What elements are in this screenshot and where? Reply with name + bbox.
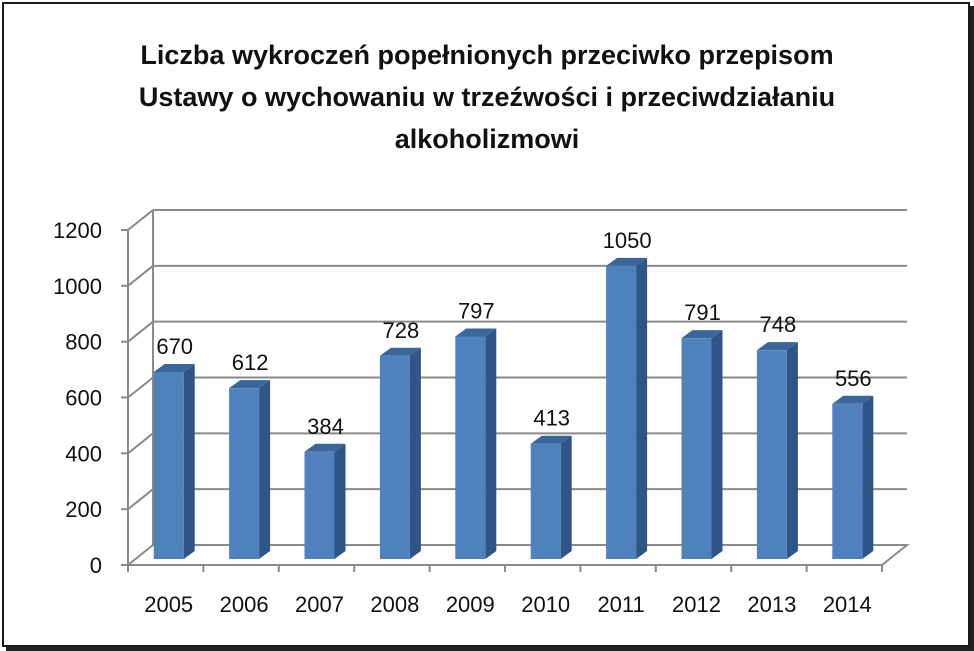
bar-side	[334, 443, 346, 559]
gridline-diagonal	[127, 320, 154, 343]
x-tick-label: 2011	[597, 592, 644, 617]
y-tick-label: 0	[90, 553, 102, 578]
bar	[530, 443, 561, 559]
data-label: 556	[835, 366, 872, 391]
bar-side	[862, 395, 874, 559]
x-tick-label: 2007	[295, 592, 344, 617]
data-label: 791	[684, 300, 721, 325]
data-label: 728	[383, 318, 420, 343]
y-tick-label: 800	[65, 330, 102, 355]
gridline-diagonal	[127, 432, 154, 455]
bar-side	[259, 380, 271, 559]
y-tick-label: 1200	[53, 218, 102, 243]
bar-top	[832, 395, 874, 404]
bar	[304, 451, 335, 559]
x-tick-label: 2005	[144, 592, 193, 617]
chart-title-line-2: Ustawy o wychowaniu w trzeźwości i przec…	[138, 82, 836, 112]
y-tick-label: 400	[65, 441, 102, 466]
bar-side	[786, 342, 798, 559]
chart-title-line-1: Liczba wykroczeń popełnionych przeciwko …	[140, 40, 834, 70]
bar-top	[304, 443, 346, 452]
bar	[756, 350, 787, 559]
bar-side	[711, 330, 723, 559]
bar-top	[379, 347, 421, 356]
x-tick-label: 2006	[220, 592, 269, 617]
bar-top	[455, 328, 497, 337]
data-label: 612	[232, 350, 269, 375]
bar-top	[229, 380, 271, 389]
bar	[153, 371, 184, 559]
data-label: 413	[533, 406, 570, 431]
data-label: 748	[760, 312, 797, 337]
x-tick-label: 2009	[446, 592, 495, 617]
bar-side	[636, 257, 648, 559]
bar-top	[530, 435, 572, 444]
bar	[379, 355, 410, 559]
chart-title: Liczba wykroczeń popełnionych przeciwko …	[0, 34, 974, 160]
bar-top	[681, 330, 723, 339]
bar	[229, 388, 260, 559]
bar	[455, 336, 486, 559]
data-label: 670	[156, 334, 193, 359]
gridline-diagonal	[127, 376, 154, 399]
gridline-diagonal	[127, 488, 154, 510]
bar	[606, 265, 637, 559]
bar-top	[153, 363, 195, 372]
data-label: 1050	[603, 228, 652, 253]
data-label: 384	[307, 414, 344, 439]
gridline-diagonal	[127, 265, 154, 287]
x-tick-label: 2010	[521, 592, 570, 617]
bar-side	[183, 363, 195, 559]
x-tick-label: 2014	[823, 592, 872, 617]
data-label: 797	[458, 299, 495, 324]
bar-side	[409, 347, 421, 559]
bar-top	[606, 257, 648, 266]
bar-side	[560, 435, 572, 559]
y-tick-label: 200	[65, 497, 102, 522]
chart-title-line-3: alkoholizmowi	[394, 124, 580, 154]
x-tick-label: 2012	[672, 592, 721, 617]
x-tick-label: 2008	[370, 592, 419, 617]
gridline-diagonal	[127, 209, 154, 231]
bar-top	[756, 342, 798, 351]
y-tick-label: 1000	[53, 274, 102, 299]
bar	[681, 338, 712, 559]
bar-side	[485, 328, 497, 559]
x-tick-label: 2013	[747, 592, 796, 617]
bar	[832, 403, 863, 559]
y-tick-label: 600	[65, 386, 102, 411]
